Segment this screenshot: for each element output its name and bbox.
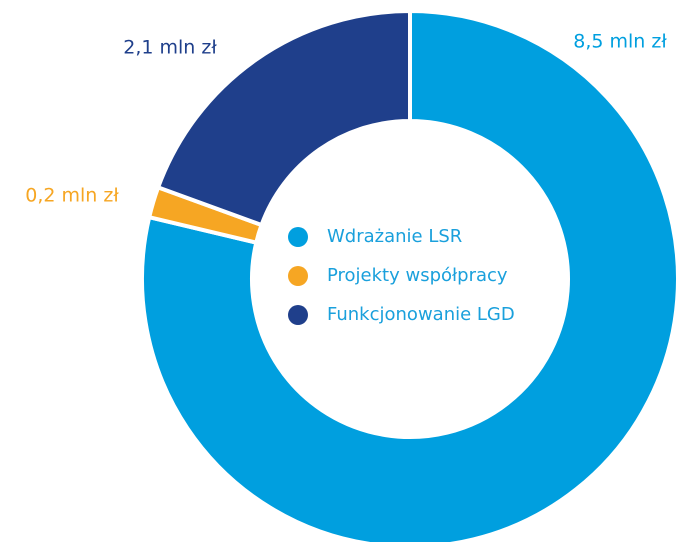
legend-label: Funkcjonowanie LGD <box>327 304 515 325</box>
legend-marker <box>288 305 308 325</box>
value-label: 8,5 mln zł <box>573 31 667 53</box>
legend-label: Projekty współpracy <box>327 265 508 286</box>
legend-marker <box>288 266 308 286</box>
value-label: 0,2 mln zł <box>25 185 119 207</box>
donut-slice <box>140 8 680 542</box>
legend-label: Wdrażanie LSR <box>327 226 462 247</box>
value-label: 2,1 mln zł <box>123 37 217 59</box>
donut-slice <box>155 8 412 228</box>
legend-marker <box>288 227 308 247</box>
